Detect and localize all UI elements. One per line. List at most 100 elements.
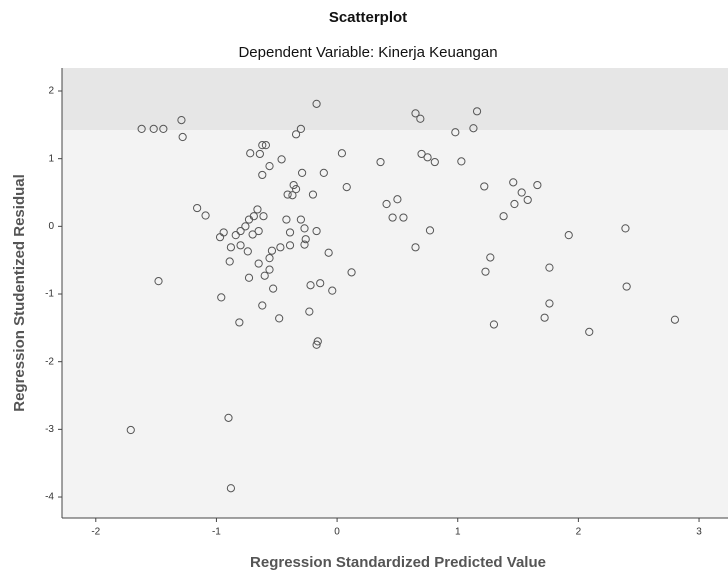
point: [154, 277, 163, 286]
point: [411, 109, 420, 118]
point: [411, 243, 420, 252]
point: [217, 293, 226, 302]
point: [159, 124, 168, 134]
y-tick-label: 1: [48, 153, 54, 164]
point: [382, 199, 391, 209]
point: [231, 231, 240, 240]
point: [177, 116, 186, 125]
x-tick-label: -1: [212, 527, 221, 538]
point: [430, 157, 439, 167]
point: [248, 230, 257, 239]
point: [254, 259, 263, 268]
x-tick-label: 3: [696, 527, 702, 538]
point: [481, 267, 490, 276]
point: [540, 313, 549, 322]
point: [533, 180, 542, 190]
y-axis-label: Regression Studentized Residual: [11, 174, 28, 412]
x-tick-label: -2: [91, 527, 100, 538]
point: [417, 149, 426, 159]
point: [275, 314, 284, 323]
point: [236, 226, 245, 236]
point: [480, 182, 489, 191]
point: [258, 141, 267, 150]
point: [276, 243, 285, 252]
point: [308, 190, 318, 199]
point: [670, 315, 680, 324]
point: [509, 178, 518, 187]
point: [215, 233, 225, 242]
point: [312, 99, 321, 108]
point: [224, 413, 233, 422]
point: [283, 190, 292, 199]
point: [296, 124, 305, 134]
point: [225, 257, 234, 266]
point: [226, 484, 236, 493]
point: [376, 157, 385, 167]
point: [523, 195, 532, 205]
point: [258, 301, 267, 310]
point: [291, 130, 301, 139]
point: [296, 215, 305, 224]
point: [393, 195, 402, 204]
point: [126, 425, 135, 435]
point: [241, 222, 250, 231]
point: [313, 337, 322, 346]
plot-band: [62, 68, 728, 130]
point: [289, 180, 298, 190]
point: [347, 268, 356, 277]
point: [622, 282, 631, 291]
point: [258, 170, 267, 180]
plot-area: [62, 68, 728, 518]
point: [137, 124, 146, 134]
point: [291, 185, 301, 194]
point: [324, 248, 333, 257]
point: [297, 168, 307, 177]
chart-title: Scatterplot: [329, 9, 407, 26]
point: [265, 254, 274, 263]
point: [260, 271, 269, 280]
point: [469, 124, 478, 133]
point: [312, 226, 321, 236]
point: [265, 162, 274, 171]
point: [499, 212, 508, 221]
y-tick-label: 2: [48, 86, 54, 97]
point: [193, 203, 202, 213]
point: [305, 307, 314, 316]
point: [178, 132, 187, 142]
point: [328, 286, 337, 295]
point: [388, 213, 397, 222]
point: [300, 224, 309, 233]
point: [457, 157, 466, 166]
y-tick-label: -4: [45, 492, 54, 503]
point: [472, 107, 482, 116]
y-tick-label: 0: [48, 221, 54, 232]
point: [425, 226, 435, 235]
point: [585, 327, 594, 337]
point: [399, 213, 408, 222]
point: [255, 149, 264, 159]
chart-subtitle: Dependent Variable: Kinerja Keuangan: [238, 44, 497, 61]
x-tick-label: 2: [576, 527, 582, 538]
point: [342, 182, 351, 192]
point: [254, 226, 263, 236]
x-tick-label: 1: [455, 527, 461, 538]
point: [277, 155, 286, 164]
point: [282, 215, 291, 224]
point: [269, 284, 278, 293]
point: [261, 141, 271, 150]
point: [253, 205, 262, 214]
point: [244, 273, 254, 282]
y-tick-label: -3: [45, 424, 54, 435]
x-tick-label: 0: [334, 527, 340, 538]
point: [226, 243, 236, 252]
point: [265, 265, 274, 274]
point: [545, 299, 554, 308]
point: [510, 199, 519, 209]
point: [517, 188, 526, 197]
point: [316, 279, 325, 288]
point: [306, 281, 315, 290]
point: [300, 240, 309, 249]
point: [201, 211, 210, 220]
point: [564, 231, 573, 240]
